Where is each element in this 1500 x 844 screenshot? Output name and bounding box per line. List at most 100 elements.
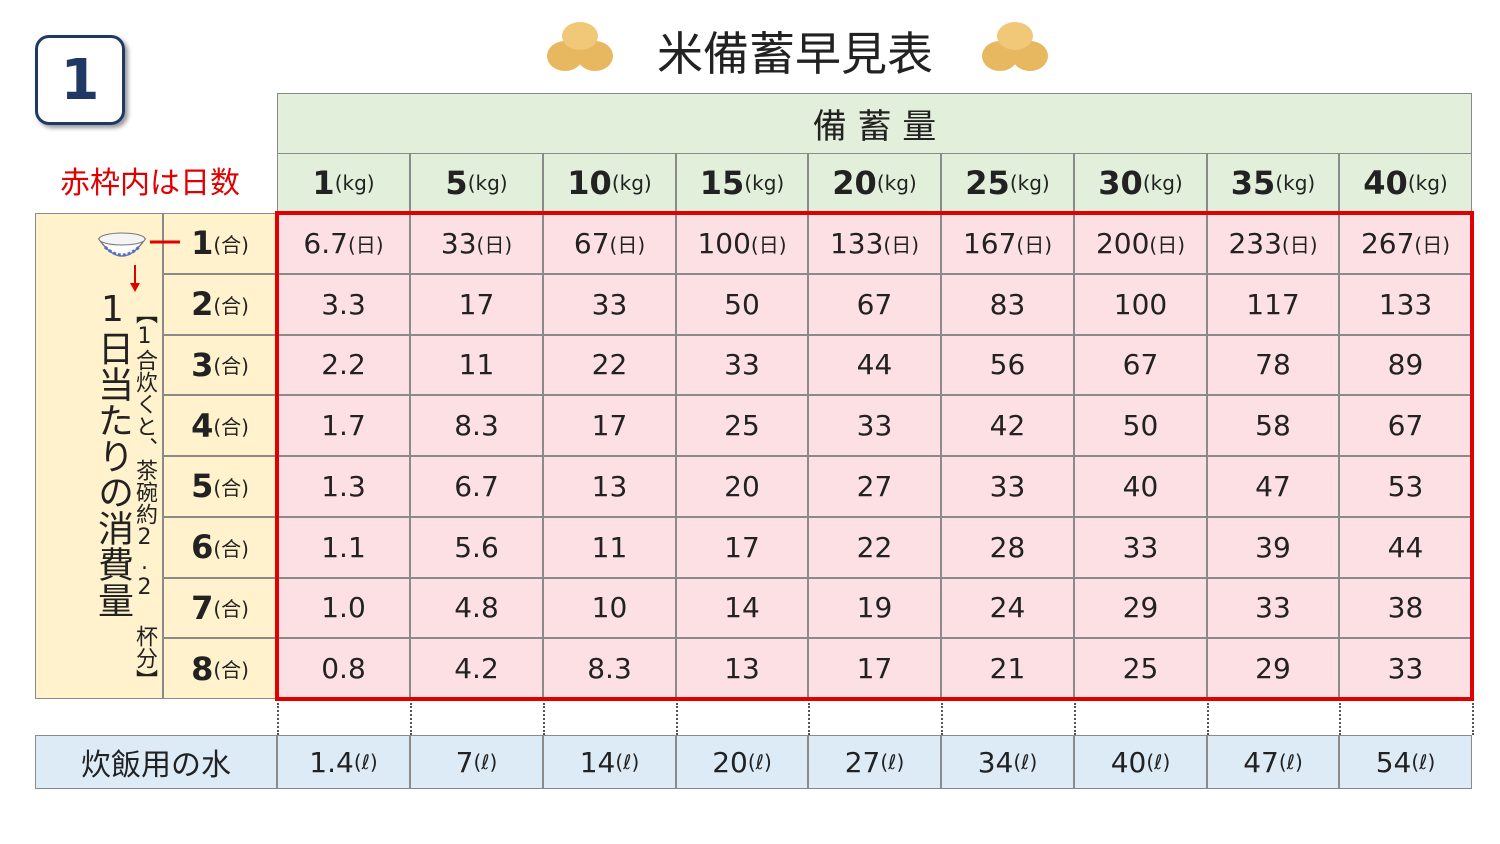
cell-unit: (日) xyxy=(476,232,513,257)
water-amount: 14 xyxy=(579,745,616,779)
water-cell: 20 (ℓ) xyxy=(676,735,808,789)
cell-value: 0.8 xyxy=(321,652,366,686)
row-group-note: 【1合炊くと、茶碗約2.2 杯分】 xyxy=(132,302,157,691)
water-unit: (ℓ) xyxy=(1013,750,1038,774)
cell-value: 167 xyxy=(962,226,1017,260)
cell-value: 67 xyxy=(573,226,610,260)
row-label-number: 4 xyxy=(191,406,214,445)
data-cell: 67 xyxy=(1339,395,1472,456)
column-header: 40 (kg) xyxy=(1339,153,1472,213)
cell-unit: (日) xyxy=(1149,232,1186,257)
data-cell: 50 xyxy=(676,273,808,335)
column-unit: (kg) xyxy=(1407,171,1448,195)
data-cell: 42 xyxy=(941,395,1074,456)
column-amount: 30 xyxy=(1098,164,1143,202)
column-unit: (kg) xyxy=(467,171,508,195)
dotted-divider xyxy=(1472,703,1474,735)
data-cell: 100 (日) xyxy=(676,213,808,274)
cell-value: 17 xyxy=(591,409,628,443)
row-label-number: 2 xyxy=(191,285,214,324)
row-label-unit: (合) xyxy=(213,475,249,500)
data-cell: 4.2 xyxy=(410,638,543,699)
cell-value: 22 xyxy=(856,530,893,564)
data-cell: 117 xyxy=(1207,273,1339,335)
column-amount: 5 xyxy=(445,164,468,202)
dotted-divider xyxy=(676,703,678,735)
row-group-label: 1日当たりの消費量 xyxy=(92,289,133,618)
cell-value: 1.7 xyxy=(321,409,366,443)
water-label-cell: 炊飯用の水 xyxy=(35,735,277,789)
row-label: 1 (合) xyxy=(163,213,277,274)
cell-value: 133 xyxy=(1378,287,1433,321)
dotted-divider xyxy=(1207,703,1209,735)
cell-unit: (日) xyxy=(1016,232,1053,257)
row-label: 7 (合) xyxy=(163,577,277,639)
data-cell: 33 xyxy=(676,334,808,396)
water-unit: (ℓ) xyxy=(1411,750,1436,774)
cell-value: 200 xyxy=(1095,226,1150,260)
data-cell: 4.8 xyxy=(410,577,543,639)
cell-unit: (日) xyxy=(609,232,646,257)
data-cell: 13 xyxy=(543,456,676,517)
row-label: 5 (合) xyxy=(163,456,277,517)
cell-value: 17 xyxy=(724,530,760,564)
cell-value: 11 xyxy=(458,348,495,382)
data-cell: 89 xyxy=(1339,334,1472,396)
data-cell: 22 xyxy=(808,516,941,578)
cell-unit: (日) xyxy=(347,232,384,257)
water-cell: 27 (ℓ) xyxy=(808,735,941,789)
data-cell: 167 (日) xyxy=(941,213,1074,274)
cell-value: 22 xyxy=(591,348,628,382)
row-label: 8 (合) xyxy=(163,638,277,699)
water-unit: (ℓ) xyxy=(747,750,772,774)
water-amount: 27 xyxy=(844,745,881,779)
column-amount: 10 xyxy=(567,164,612,202)
cell-value: 133 xyxy=(829,226,884,260)
cell-value: 33 xyxy=(591,287,628,321)
data-cell: 11 xyxy=(543,516,676,578)
cell-value: 10 xyxy=(591,591,628,625)
cell-value: 78 xyxy=(1255,348,1291,382)
cell-value: 2.2 xyxy=(321,348,366,382)
column-header: 35 (kg) xyxy=(1207,153,1339,213)
cell-value: 1.1 xyxy=(321,530,366,564)
cell-value: 27 xyxy=(856,469,893,503)
water-amount: 20 xyxy=(712,745,748,779)
data-cell: 39 xyxy=(1207,516,1339,578)
red-frame xyxy=(275,211,1474,701)
column-amount: 1 xyxy=(312,164,335,202)
water-cell: 40 (ℓ) xyxy=(1074,735,1207,789)
dotted-divider xyxy=(1339,703,1341,735)
row-label-unit: (合) xyxy=(213,293,249,318)
data-cell: 33 xyxy=(543,273,676,335)
cell-value: 42 xyxy=(989,409,1026,443)
cell-value: 29 xyxy=(1122,591,1159,625)
cell-value: 13 xyxy=(724,652,760,686)
data-cell: 58 xyxy=(1207,395,1339,456)
column-amount: 40 xyxy=(1363,164,1408,202)
cell-value: 44 xyxy=(1387,530,1424,564)
row-label-unit: (合) xyxy=(213,354,249,379)
cell-value: 83 xyxy=(989,287,1026,321)
data-cell: 17 xyxy=(410,273,543,335)
water-label: 炊飯用の水 xyxy=(81,748,231,783)
water-amount: 34 xyxy=(977,745,1014,779)
column-header: 5 (kg) xyxy=(410,153,543,213)
row-label-unit: (合) xyxy=(213,232,249,257)
data-cell: 8.3 xyxy=(543,638,676,699)
data-cell: 67 (日) xyxy=(543,213,676,274)
cell-value: 233 xyxy=(1228,226,1282,260)
data-cell: 267 (日) xyxy=(1339,213,1472,274)
water-unit: (ℓ) xyxy=(615,750,640,774)
badge: 1 xyxy=(35,35,125,125)
water-unit: (ℓ) xyxy=(1278,750,1303,774)
water-amount: 40 xyxy=(1110,745,1147,779)
cell-value: 38 xyxy=(1387,591,1424,625)
cell-value: 28 xyxy=(989,530,1026,564)
cell-value: 33 xyxy=(856,409,893,443)
cell-value: 100 xyxy=(697,226,751,260)
data-cell: 25 xyxy=(676,395,808,456)
row-label-number: 8 xyxy=(191,649,214,688)
water-cell: 54 (ℓ) xyxy=(1339,735,1472,789)
cell-value: 117 xyxy=(1246,287,1300,321)
